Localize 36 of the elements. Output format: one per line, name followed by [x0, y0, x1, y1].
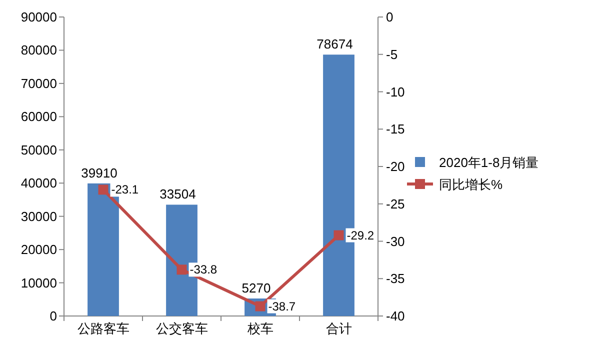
data-label: -29.2	[346, 228, 374, 242]
y2-tick-label: -15	[386, 122, 405, 137]
y2-tick-label: -20	[386, 159, 405, 174]
point	[334, 230, 344, 240]
data-label: 5270	[242, 280, 271, 296]
data-label: 39910	[81, 165, 118, 180]
point	[98, 184, 108, 195]
x-tick-label: 合计	[326, 321, 352, 336]
y-tick-label: 0	[50, 308, 57, 324]
x-tick-label: 校车	[246, 321, 274, 336]
y-tick-label: 70000	[20, 76, 57, 91]
point	[176, 264, 187, 275]
legend-label: 同比增长%	[439, 177, 503, 192]
x-tick-label: 公交客车	[156, 321, 208, 336]
data-label: -23.1	[111, 182, 139, 197]
legend-label: 2020年1-8月销量	[439, 155, 539, 170]
y2-tick-label: -25	[386, 196, 405, 212]
y-tick-label: 10000	[20, 275, 57, 290]
x-tick-label: 公路客车	[77, 321, 130, 336]
data-label: 78674	[316, 36, 353, 52]
y-tick-label: 50000	[20, 142, 57, 158]
y-tick-label: 60000	[20, 109, 57, 124]
y-tick-label: 40000	[20, 176, 57, 191]
y-tick-label: 80000	[20, 42, 57, 58]
y2-tick-label: -40	[386, 308, 405, 324]
data-label: -33.8	[190, 262, 218, 277]
y2-tick-label: -10	[386, 84, 405, 100]
y-tick-label: 20000	[20, 242, 57, 258]
y-tick-label: 90000	[20, 10, 57, 24]
y-tick-label: 30000	[20, 208, 57, 224]
y2-tick-label: -35	[386, 271, 405, 286]
y2-tick-label: -5	[386, 46, 398, 62]
y2-tick-label: 0	[386, 10, 394, 24]
data-label: -38.7	[268, 299, 296, 314]
y2-tick-label: -30	[386, 234, 405, 249]
data-label: 33504	[160, 186, 196, 202]
